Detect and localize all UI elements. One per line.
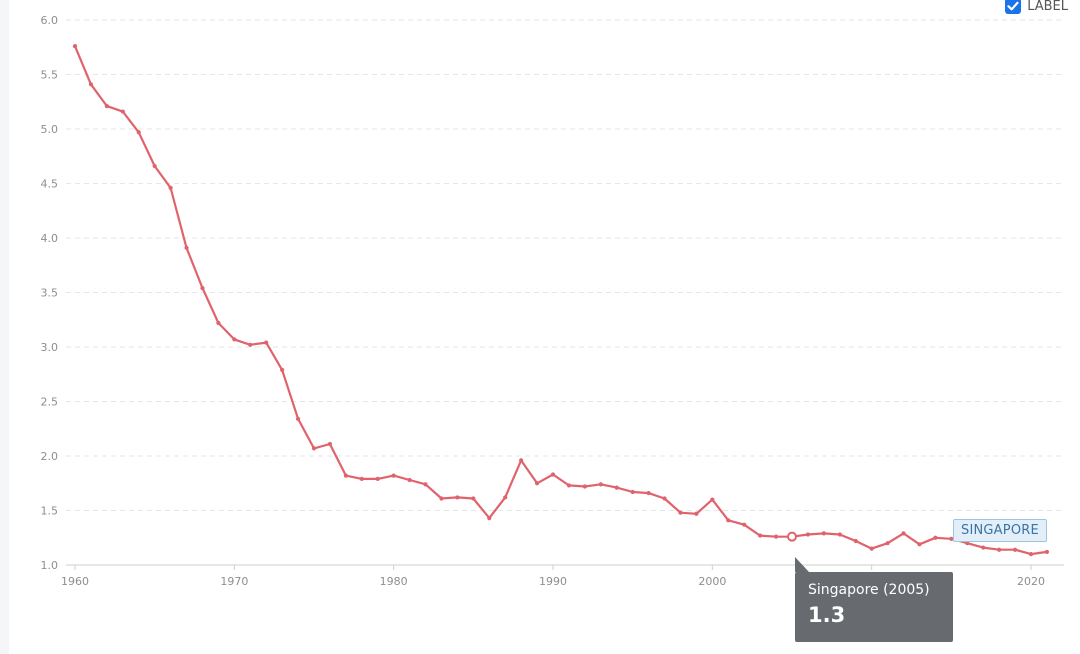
- data-point-1987: [503, 495, 508, 500]
- series-line-singapore: [73, 45, 1049, 556]
- checkmark-icon: [1005, 0, 1022, 14]
- data-point-2015: [949, 536, 954, 541]
- data-point-2006: [805, 532, 811, 537]
- data-point-2018: [997, 547, 1002, 552]
- data-point-1978: [359, 476, 364, 481]
- tooltip-value: 1.3: [808, 603, 846, 627]
- data-point-2021: [1044, 549, 1050, 555]
- series-label-singapore[interactable]: SINGAPORE: [953, 519, 1047, 542]
- data-point-1973: [280, 367, 285, 372]
- data-point-1983: [439, 496, 444, 501]
- y-tick-label: 3.5: [41, 287, 59, 300]
- data-point-1986: [487, 516, 492, 521]
- data-point-1975: [311, 446, 317, 451]
- data-tooltip: Singapore (2005) 1.3: [795, 557, 953, 642]
- data-point-1988: [519, 458, 524, 463]
- data-point-1997: [662, 496, 667, 501]
- series-layer: [72, 44, 1050, 557]
- x-tick-label: 2020: [1017, 575, 1045, 588]
- y-tick-label: 2.5: [41, 396, 59, 409]
- tooltip-pointer: [795, 557, 809, 572]
- data-point-1993: [598, 482, 603, 487]
- x-tick-label: 1960: [61, 575, 89, 588]
- data-point-1990: [550, 472, 556, 477]
- highlighted-point: [787, 531, 797, 542]
- data-point-1974: [295, 416, 301, 422]
- label-toggle[interactable]: LABEL: [1005, 0, 1068, 14]
- data-point-2014: [933, 535, 938, 540]
- y-tick-label: 2.0: [41, 450, 59, 463]
- data-point-2004: [773, 534, 779, 539]
- y-tick-label: 5.5: [41, 69, 59, 82]
- data-point-1961: [88, 82, 94, 87]
- data-point-2020: [1028, 552, 1034, 557]
- data-point-1996: [646, 490, 651, 496]
- data-point-1985: [471, 496, 476, 501]
- data-point-1962: [104, 104, 109, 109]
- data-point-1992: [582, 484, 587, 489]
- y-tick-label: 1.5: [41, 505, 59, 518]
- data-point-1968: [200, 286, 205, 291]
- data-point-1966: [168, 185, 173, 190]
- x-tick-label: 2000: [698, 575, 726, 588]
- data-point-1981: [407, 477, 412, 483]
- y-axis-ticks: 1.0 1.5 2.0 2.5 3.0 3.5 4.0 4.5 5.0 5.5 6.0: [41, 14, 59, 572]
- data-point-2000: [710, 497, 715, 502]
- data-point-1967: [184, 245, 189, 250]
- data-point-2013: [917, 542, 922, 547]
- data-point-2012: [901, 531, 906, 536]
- data-point-2011: [885, 541, 890, 546]
- data-point-1998: [678, 510, 683, 515]
- data-point-2010: [869, 546, 874, 551]
- data-point-2001: [726, 518, 731, 523]
- y-tick-label: 1.0: [41, 559, 59, 572]
- x-tick-label: 1970: [220, 575, 248, 588]
- data-point-2003: [758, 533, 763, 538]
- data-point-1991: [566, 483, 572, 488]
- data-point-1980: [391, 473, 396, 478]
- data-point-1972: [264, 340, 269, 345]
- y-tick-label: 5.0: [41, 123, 59, 136]
- y-tick-label: 6.0: [41, 14, 59, 27]
- data-point-1963: [120, 109, 125, 114]
- data-point-1976: [327, 441, 333, 447]
- data-point-1994: [614, 485, 619, 490]
- data-point-2007: [821, 531, 826, 536]
- grid-layer: [66, 19, 1064, 566]
- data-point-1995: [630, 489, 635, 495]
- data-point-2016: [965, 541, 970, 546]
- x-tick-label: 1980: [380, 575, 408, 588]
- data-point-1999: [694, 511, 699, 516]
- x-tick-label: 1990: [539, 575, 567, 588]
- data-point-2019: [1012, 547, 1018, 552]
- data-point-2017: [981, 545, 986, 550]
- data-point-1971: [248, 342, 253, 347]
- data-point-2008: [837, 532, 842, 537]
- data-point-1982: [423, 482, 428, 487]
- data-point-1964: [136, 130, 141, 135]
- left-panel-edge: [0, 0, 9, 654]
- data-point-1984: [455, 495, 460, 500]
- y-tick-label: 4.0: [41, 232, 59, 245]
- y-tick-label: 4.5: [41, 178, 59, 191]
- tooltip-title: Singapore (2005): [808, 582, 930, 598]
- data-point-1960: [72, 44, 78, 49]
- data-point-1970: [232, 337, 237, 342]
- checkbox-checked-icon[interactable]: [1005, 0, 1022, 14]
- data-point-2002: [742, 522, 747, 527]
- data-point-2009: [853, 538, 858, 544]
- data-point-1977: [343, 473, 348, 478]
- y-tick-label: 3.0: [41, 341, 59, 354]
- label-toggle-text: LABEL: [1027, 0, 1068, 14]
- data-point-1979: [375, 476, 380, 481]
- data-point-1965: [152, 163, 157, 169]
- data-point-1989: [534, 481, 540, 486]
- data-point-1969: [216, 320, 221, 326]
